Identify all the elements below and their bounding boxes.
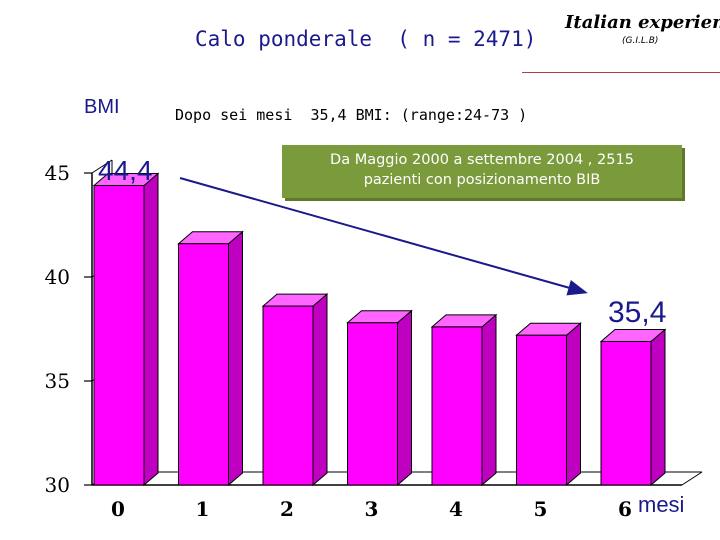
x-tick-label: 0	[111, 497, 125, 521]
end-value-label: 35,4	[608, 296, 666, 329]
bar	[347, 322, 398, 486]
callout-box: Da Maggio 2000 a settembre 2004 , 2515 p…	[282, 145, 682, 198]
x-tick-label: 1	[196, 497, 210, 521]
start-value-label: 44,4	[98, 155, 153, 186]
subtitle: Dopo sei mesi 35,4 BMI: (range:24-73 )	[175, 106, 528, 124]
y-tick-label: 40	[45, 265, 70, 289]
callout-line-2: pazienti con posizionamento BIB	[363, 172, 601, 188]
x-tick-label: 6	[618, 497, 632, 521]
callout-line-1: Da Maggio 2000 a settembre 2004 , 2515	[330, 152, 634, 168]
y-axis-label: BMI	[84, 96, 120, 118]
y-tick-label: 35	[45, 369, 70, 393]
bar	[262, 305, 314, 486]
bar-side	[143, 172, 159, 487]
bar-side	[566, 322, 581, 487]
brand-subtitle: (G.I.L.B)	[622, 36, 659, 46]
chart-title: Calo ponderale ( n = 2471)	[195, 27, 537, 51]
y-tick-depth	[91, 159, 113, 174]
trend-arrow	[179, 177, 588, 296]
x-tick-label: 5	[534, 497, 548, 521]
bar	[178, 243, 229, 486]
bar	[431, 326, 483, 486]
bar	[600, 340, 652, 486]
x-tick-label: 3	[365, 497, 379, 521]
bar-side	[650, 328, 666, 487]
bar-side	[312, 293, 328, 487]
brand-title: Italian experience	[565, 12, 720, 33]
bar	[516, 334, 567, 486]
floor-right-edge	[681, 471, 703, 486]
x-axis-unit: mesi	[638, 492, 684, 517]
bar	[93, 184, 145, 486]
x-tick-label: 4	[449, 497, 463, 521]
bar-side	[397, 309, 412, 487]
header-divider	[522, 72, 720, 73]
y-tick-label: 30	[45, 473, 70, 497]
bar-side	[481, 313, 497, 487]
y-tick-label: 45	[45, 161, 70, 185]
x-tick-label: 2	[280, 497, 294, 521]
bar-side	[228, 230, 243, 487]
